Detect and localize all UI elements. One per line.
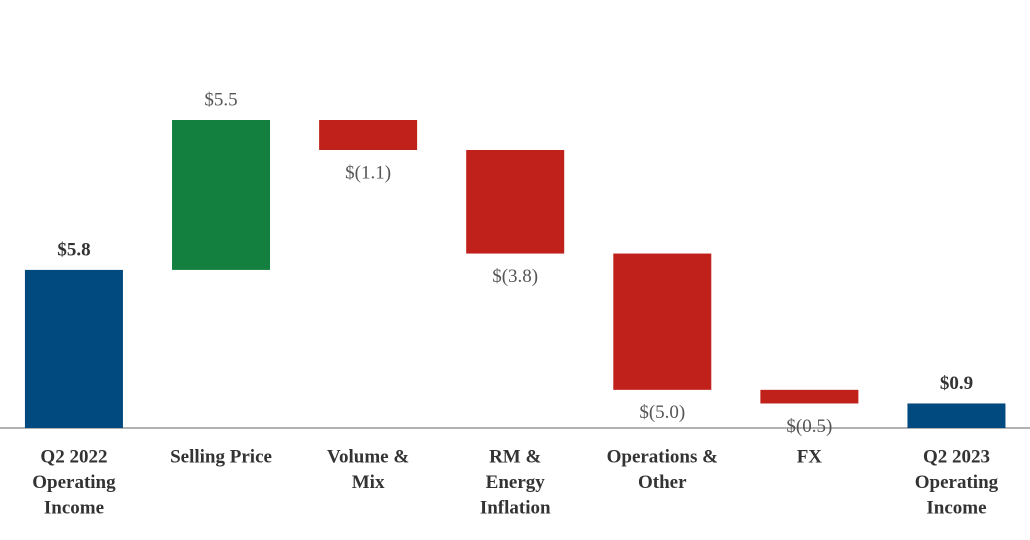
x-tick-label: Energy — [486, 472, 546, 493]
bar — [172, 120, 271, 270]
bar — [760, 389, 859, 404]
x-tick-label: Q2 2023 — [923, 446, 990, 467]
x-tick-label: Operating — [915, 472, 999, 493]
bar — [24, 269, 123, 428]
value-label: $(0.5) — [786, 416, 832, 437]
value-label: $(5.0) — [639, 402, 685, 423]
value-label: $0.9 — [940, 373, 973, 394]
x-tick-label: Selling Price — [170, 446, 272, 467]
bar — [613, 253, 712, 390]
x-tick-label: Income — [44, 497, 104, 518]
x-tick-label: Q2 2022 — [40, 446, 107, 467]
value-label: $(3.8) — [492, 266, 538, 287]
x-tick-label: FX — [797, 446, 823, 467]
x-tick-label: Operating — [32, 472, 116, 493]
x-tick-label: Volume & — [327, 446, 409, 467]
value-label: $(1.1) — [345, 162, 391, 183]
x-tick-label: RM & — [489, 446, 541, 467]
bar — [466, 149, 565, 254]
value-label: $5.5 — [204, 89, 237, 110]
x-tick-label: Mix — [352, 472, 385, 493]
x-tick-label: Inflation — [480, 497, 551, 518]
x-tick-label: Operations & — [607, 446, 718, 467]
bar — [907, 403, 1006, 428]
x-tick-label: Income — [926, 497, 986, 518]
x-tick-label: Other — [638, 472, 687, 493]
bar — [319, 120, 418, 150]
value-label: $5.8 — [57, 239, 90, 260]
